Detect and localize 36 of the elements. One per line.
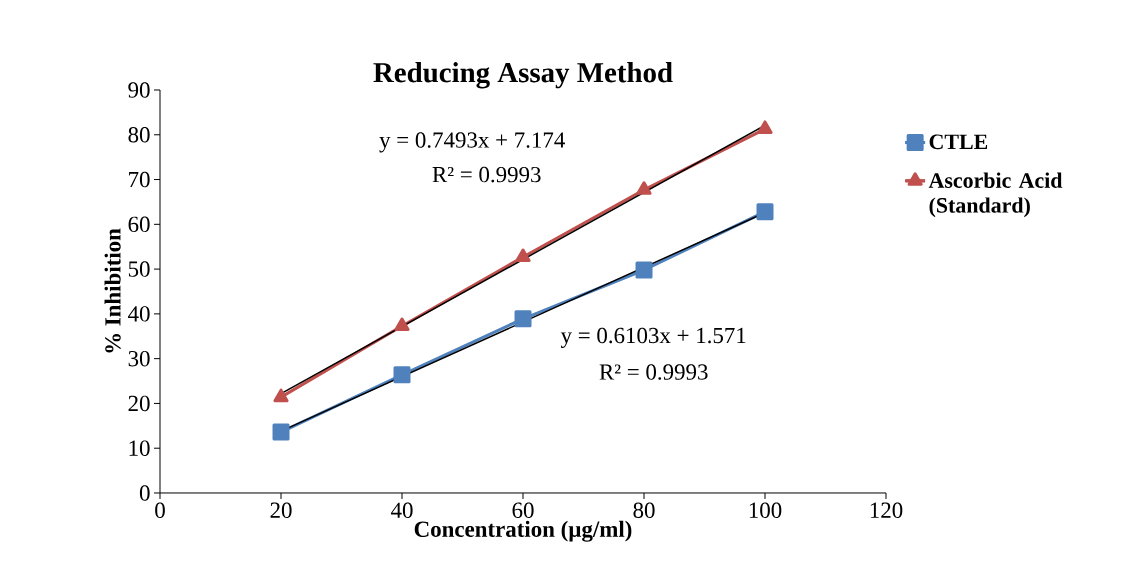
y-tick-label: 10 [129,440,150,456]
y-tick-label: 80 [128,127,150,143]
legend-label: Ascorbic Acid (Standard) [928,172,1063,218]
x-tick-label: 40 [391,502,413,518]
y-tick-label: 20 [128,395,150,412]
point [636,181,652,195]
x-tick-label: 100 [749,502,782,518]
y-tick-label: 70 [129,171,150,188]
point [756,203,774,221]
y-axis-title: % Inhibition [104,228,121,353]
x-tick-label: 20 [270,502,292,518]
x-tick-label: 0 [155,502,165,518]
y-tick-label: 30 [128,350,150,367]
annotation: R² = 0.9993 [432,166,541,183]
y-tick-label: 40 [128,306,150,322]
point [272,423,290,441]
y-tick-label: 50 [128,261,150,277]
point [394,317,410,331]
x-tick-label: 60 [512,502,534,518]
annotation: y = 0.7493x + 7.174 [379,132,565,153]
x-tick-label: 80 [633,502,655,518]
point [635,261,653,279]
y-tick-label: 0 [139,485,150,501]
point [273,388,289,403]
chart-title: Reducing Assay Method [373,62,673,89]
x-axis-title: Concentration (µg/ml) [414,520,632,542]
point [515,248,531,263]
point [757,120,773,134]
y-tick-label: 60 [128,216,150,233]
legend-label: CTLE [929,134,988,150]
annotation: R² = 0.9993 [599,364,708,380]
y-tick-label: 90 [128,82,150,98]
point [393,366,411,384]
x-tick-label: 120 [870,502,903,518]
annotation: y = 0.6103x + 1.571 [560,327,746,348]
point [514,310,532,328]
